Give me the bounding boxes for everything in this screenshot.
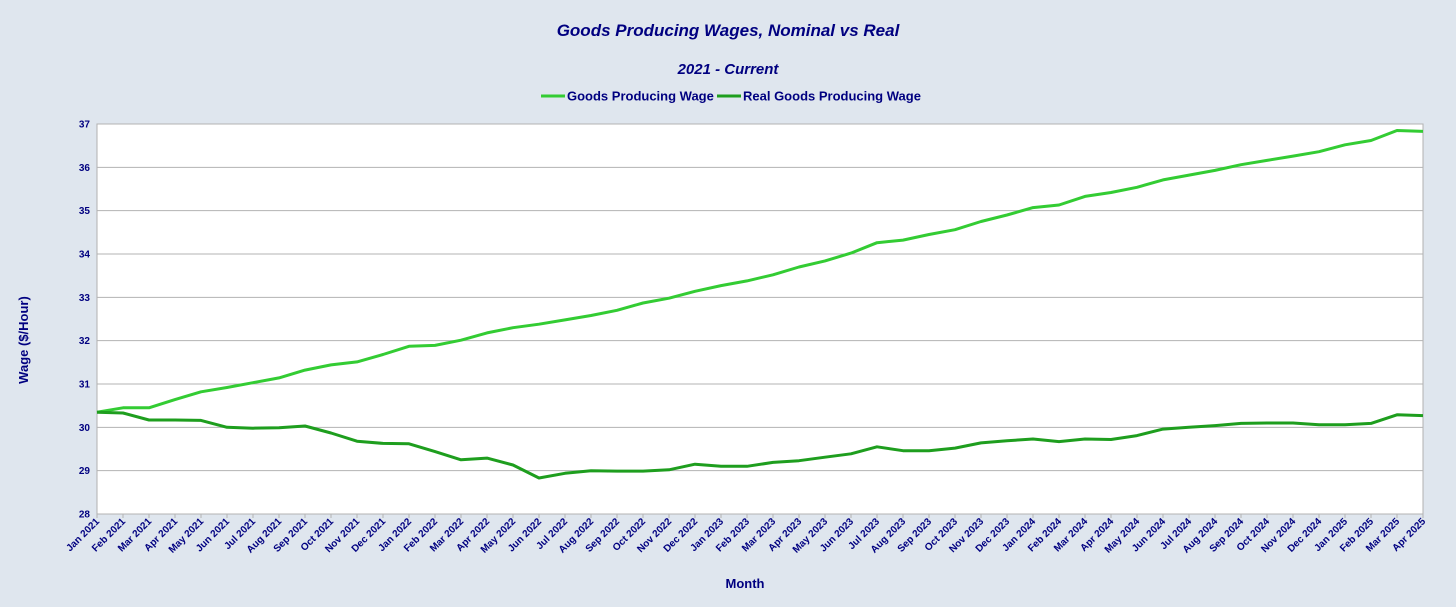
y-tick-label: 30 <box>79 423 91 434</box>
y-tick-label: 36 <box>79 163 91 174</box>
y-tick-label: 31 <box>79 380 91 391</box>
legend-label-nominal: Goods Producing Wage <box>567 89 714 104</box>
chart-subtitle: 2021 - Current <box>677 61 780 78</box>
y-axis-label: Wage ($/Hour) <box>16 296 31 384</box>
chart-title: Goods Producing Wages, Nominal vs Real <box>557 21 901 40</box>
series-line-real-wage <box>96 410 1424 480</box>
y-tick-label: 28 <box>79 510 91 521</box>
series-line-nominal-wage <box>96 129 1424 414</box>
legend: Goods Producing Wage Real Goods Producin… <box>541 89 921 104</box>
y-tick-label: 33 <box>79 293 91 304</box>
y-tick-label: 35 <box>79 206 91 217</box>
y-tick-label: 37 <box>79 120 91 131</box>
y-tick-label: 32 <box>79 336 91 347</box>
plot-area <box>96 123 1424 515</box>
gridlines <box>97 123 1423 515</box>
y-axis-ticks: 28 29 30 31 32 33 34 35 36 37 <box>79 120 91 521</box>
legend-label-real: Real Goods Producing Wage <box>743 89 921 104</box>
x-axis-label: Month <box>726 576 765 591</box>
y-tick-label: 29 <box>79 466 91 477</box>
series-lines <box>96 129 1424 480</box>
y-tick-label: 34 <box>79 250 91 261</box>
